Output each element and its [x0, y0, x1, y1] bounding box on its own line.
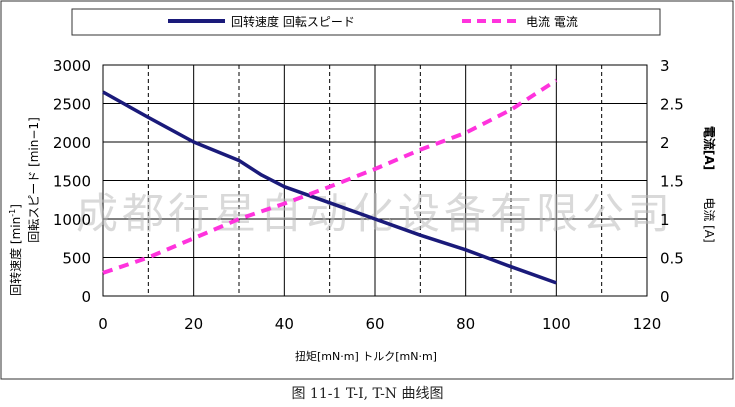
y-left-tick-label: 1500: [53, 173, 91, 191]
x-tick-label: 80: [456, 315, 475, 333]
y-left-label-sup: -1: [8, 209, 17, 217]
y-right-tick-label: 1.5: [660, 173, 684, 191]
x-tick-label: 100: [542, 315, 571, 333]
y-right-tick-label: 1: [660, 211, 670, 229]
y-right-axis-label-1: 電流[A]: [702, 126, 717, 170]
y-right-tick-label: 3: [660, 57, 670, 75]
y-left-label-main: 回转速度 [min: [8, 217, 23, 296]
y-left-tick-label: 1000: [53, 211, 91, 229]
y-left-axis-label-2: 回转速度 [min-1]: [8, 204, 23, 296]
x-tick-label: 0: [98, 315, 108, 333]
y-left-tick-label: 2000: [53, 134, 91, 152]
y-left-tick-label: 2500: [53, 96, 91, 114]
y-right-tick-label: 2.5: [660, 96, 684, 114]
x-tick-labels: 0 20 40 60 80 100 120: [98, 315, 661, 333]
series-layer: [102, 78, 558, 285]
figure-caption: 图 11-1 T-I, T-N 曲线图: [291, 386, 444, 402]
y-left-axis-label-1: 回転スピード [min−1]: [27, 117, 41, 243]
y-left-tick-labels: 0 500 1000 1500 2000 2500 3000: [53, 57, 91, 306]
y-right-tick-labels: 0 0.5 1 1.5 2 2.5 3: [660, 57, 684, 306]
legend-label-speed: 回转速度 回転スピード: [231, 14, 355, 29]
y-left-tick-label: 500: [62, 250, 91, 268]
y-right-tick-label: 2: [660, 134, 670, 152]
y-left-label-tail: ]: [9, 204, 23, 209]
series-line-speed: [102, 90, 557, 285]
series-line-current: [102, 78, 558, 275]
x-tick-label: 120: [633, 315, 662, 333]
legend-label-current: 电流 電流: [526, 15, 578, 29]
y-right-axis-label-2: 电流 [A]: [702, 197, 716, 242]
watermark-text: 成都行星自动化设备有限公司: [76, 189, 674, 238]
y-right-tick-label: 0: [660, 288, 670, 306]
y-left-tick-label: 3000: [53, 57, 91, 75]
x-tick-label: 20: [184, 315, 203, 333]
x-tick-label: 60: [365, 315, 384, 333]
x-tick-label: 40: [275, 315, 294, 333]
y-right-tick-label: 0.5: [660, 250, 684, 268]
vertical-gridlines: [147, 65, 603, 296]
y-left-tick-label: 0: [81, 288, 91, 306]
x-axis-label: 扭矩[mN·m] トルク[mN·m]: [295, 349, 437, 363]
